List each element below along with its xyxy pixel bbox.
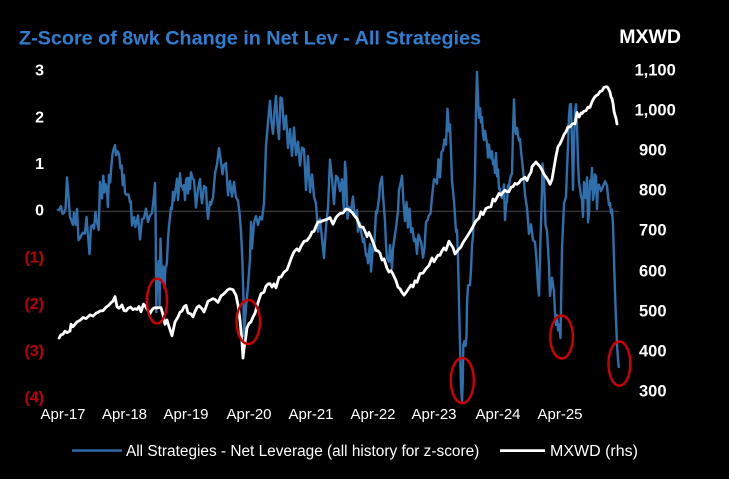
svg-text:MXWD: MXWD xyxy=(619,26,681,48)
svg-text:1,100: 1,100 xyxy=(635,61,676,79)
svg-text:0: 0 xyxy=(35,203,44,220)
svg-text:All Strategies - Net Leverage: All Strategies - Net Leverage (all histo… xyxy=(126,443,479,460)
svg-text:Apr-25: Apr-25 xyxy=(537,406,582,423)
svg-text:300: 300 xyxy=(639,383,667,401)
svg-text:(3): (3) xyxy=(24,343,44,360)
svg-text:400: 400 xyxy=(639,343,667,361)
svg-text:600: 600 xyxy=(639,262,667,280)
svg-text:Apr-20: Apr-20 xyxy=(226,406,271,423)
svg-text:Apr-24: Apr-24 xyxy=(475,406,520,423)
svg-text:1,000: 1,000 xyxy=(635,101,676,119)
svg-text:Apr-21: Apr-21 xyxy=(288,406,333,423)
svg-text:(2): (2) xyxy=(24,296,44,313)
svg-text:Apr-17: Apr-17 xyxy=(40,406,85,423)
svg-text:(1): (1) xyxy=(24,249,44,266)
svg-text:3: 3 xyxy=(35,63,44,80)
svg-text:900: 900 xyxy=(639,141,667,159)
svg-text:Z-Score of 8wk Change in Net L: Z-Score of 8wk Change in Net Lev - All S… xyxy=(19,28,481,50)
svg-text:Apr-22: Apr-22 xyxy=(350,406,395,423)
svg-text:MXWD (rhs): MXWD (rhs) xyxy=(550,443,638,460)
svg-text:2: 2 xyxy=(35,109,44,126)
svg-text:Apr-23: Apr-23 xyxy=(411,406,456,423)
svg-text:1: 1 xyxy=(35,156,44,173)
svg-text:800: 800 xyxy=(639,182,667,200)
svg-text:Apr-18: Apr-18 xyxy=(102,406,147,423)
svg-text:(4): (4) xyxy=(24,390,44,407)
svg-text:500: 500 xyxy=(639,303,667,321)
svg-text:Apr-19: Apr-19 xyxy=(163,406,208,423)
svg-text:700: 700 xyxy=(639,222,667,240)
